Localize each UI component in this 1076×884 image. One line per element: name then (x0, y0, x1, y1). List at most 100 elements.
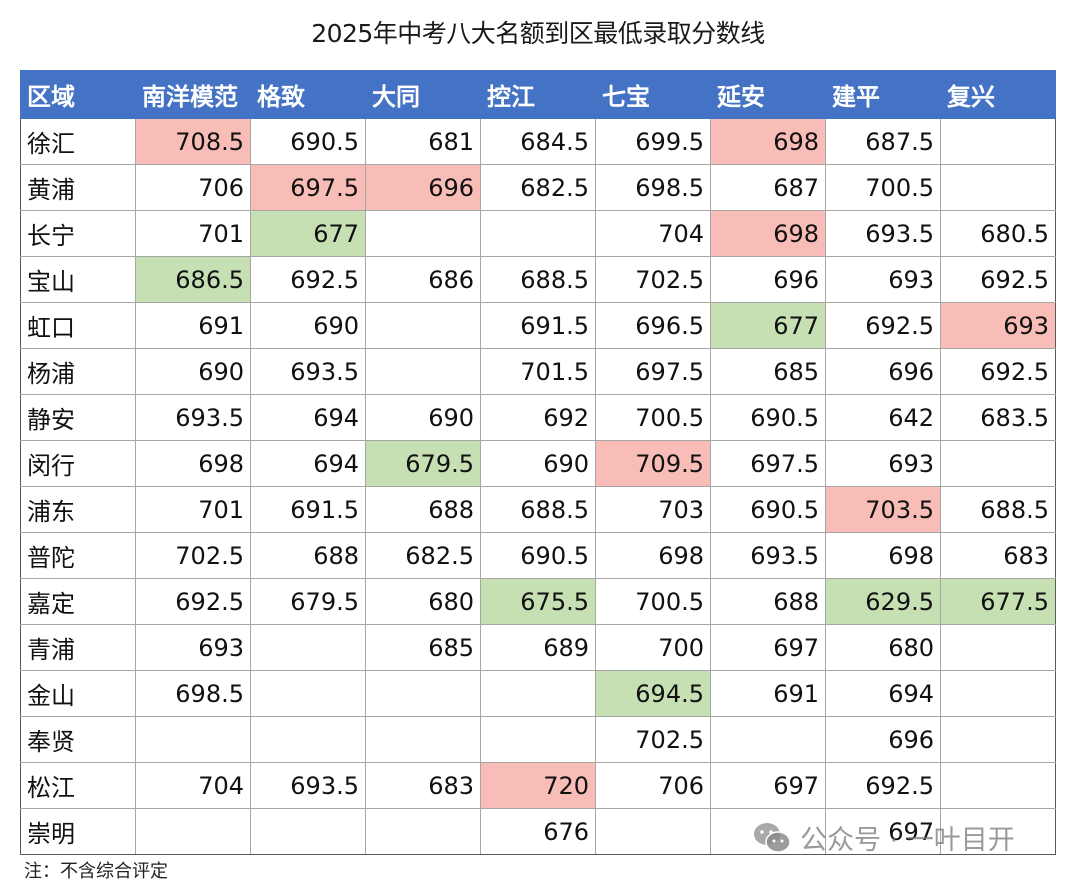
region-cell: 徐汇 (20, 118, 136, 165)
score-cell: 688 (365, 486, 481, 533)
score-cell: 696 (825, 716, 941, 763)
score-cell: 689 (480, 624, 596, 671)
score-cell (940, 670, 1056, 717)
score-cell: 688.5 (480, 256, 596, 303)
score-cell: 693 (135, 624, 251, 671)
table-row: 徐汇 708.5 690.5 681 684.5 699.5 698 687.5 (20, 118, 1056, 165)
score-cell: 688.5 (940, 486, 1056, 533)
score-cell (365, 808, 481, 855)
score-cell (940, 716, 1056, 763)
score-cell (365, 210, 481, 257)
score-cell: 702.5 (595, 716, 711, 763)
score-cell: 704 (135, 762, 251, 809)
score-cell (135, 716, 251, 763)
score-cell: 709.5 (595, 440, 711, 487)
score-cell: 698 (135, 440, 251, 487)
table-row: 奉贤 702.5 696 (20, 716, 1056, 763)
score-cell (365, 716, 481, 763)
score-cell: 691 (710, 670, 826, 717)
score-cell: 676 (480, 808, 596, 855)
score-cell: 692.5 (940, 256, 1056, 303)
score-cell: 692.5 (250, 256, 366, 303)
header-yanan: 延安 (710, 70, 826, 119)
score-cell: 691.5 (480, 302, 596, 349)
region-cell: 金山 (20, 670, 136, 717)
score-cell (940, 118, 1056, 165)
score-cell: 693.5 (710, 532, 826, 579)
score-cell (710, 716, 826, 763)
score-cell: 680 (365, 578, 481, 625)
score-cell (250, 716, 366, 763)
region-cell: 杨浦 (20, 348, 136, 395)
table-row: 闵行 698 694 679.5 690 709.5 697.5 693 (20, 440, 1056, 487)
footnote: 注：不含综合评定 (24, 861, 168, 882)
score-cell: 691 (135, 302, 251, 349)
score-cell: 699.5 (595, 118, 711, 165)
page-title: 2025年中考八大名额到区最低录取分数线 (311, 19, 765, 48)
region-cell: 普陀 (20, 532, 136, 579)
score-cell (480, 210, 596, 257)
header-datong: 大同 (365, 70, 481, 119)
table-header: 区域 南洋模范 格致 大同 控江 七宝 延安 建平 复兴 (20, 70, 1056, 119)
score-cell: 684.5 (480, 118, 596, 165)
header-jianping: 建平 (825, 70, 941, 119)
score-cell: 690 (480, 440, 596, 487)
score-cell: 681 (365, 118, 481, 165)
score-cell: 680 (825, 624, 941, 671)
table-row: 长宁 701 677 704 698 693.5 680.5 (20, 210, 1056, 257)
score-cell: 690.5 (250, 118, 366, 165)
score-cell (710, 808, 826, 855)
region-cell: 黄浦 (20, 164, 136, 211)
score-cell: 677.5 (940, 578, 1056, 625)
table-row: 静安 693.5 694 690 692 700.5 690.5 642 683.5 (20, 394, 1056, 441)
score-cell (365, 670, 481, 717)
score-cell (940, 440, 1056, 487)
score-cell: 692.5 (940, 348, 1056, 395)
score-cell: 693 (940, 302, 1056, 349)
table-row: 虹口 691 690 691.5 696.5 677 692.5 693 (20, 302, 1056, 349)
score-cell: 702.5 (595, 256, 711, 303)
region-cell: 崇明 (20, 808, 136, 855)
score-cell: 677 (710, 302, 826, 349)
score-cell: 694 (250, 394, 366, 441)
score-cell: 690 (135, 348, 251, 395)
score-cell: 701.5 (480, 348, 596, 395)
score-cell (595, 808, 711, 855)
table-row: 浦东 701 691.5 688 688.5 703 690.5 703.5 688.5 (20, 486, 1056, 533)
score-cell: 697.5 (710, 440, 826, 487)
table-row: 杨浦 690 693.5 701.5 697.5 685 696 692.5 (20, 348, 1056, 395)
score-cell: 677 (250, 210, 366, 257)
score-cell (480, 716, 596, 763)
table-row: 普陀 702.5 688 682.5 690.5 698 693.5 698 683 (20, 532, 1056, 579)
score-cell: 703.5 (825, 486, 941, 533)
score-cell: 698 (710, 210, 826, 257)
score-cell: 692.5 (135, 578, 251, 625)
score-cell (250, 624, 366, 671)
score-cell: 675.5 (480, 578, 596, 625)
table-row: 青浦 693 685 689 700 697 680 (20, 624, 1056, 671)
region-cell: 宝山 (20, 256, 136, 303)
score-cell (135, 808, 251, 855)
score-cell: 687.5 (825, 118, 941, 165)
score-cell (940, 762, 1056, 809)
score-cell: 682.5 (480, 164, 596, 211)
score-cell (940, 164, 1056, 211)
score-cell: 693.5 (135, 394, 251, 441)
header-fuxing: 复兴 (940, 70, 1056, 119)
score-cell: 685 (365, 624, 481, 671)
region-cell: 青浦 (20, 624, 136, 671)
region-cell: 奉贤 (20, 716, 136, 763)
score-cell (365, 348, 481, 395)
header-gezhi: 格致 (250, 70, 366, 119)
score-cell: 642 (825, 394, 941, 441)
region-cell: 虹口 (20, 302, 136, 349)
score-cell (480, 670, 596, 717)
region-cell: 闵行 (20, 440, 136, 487)
score-cell: 688 (710, 578, 826, 625)
score-cell: 698 (595, 532, 711, 579)
table-row: 宝山 686.5 692.5 686 688.5 702.5 696 693 692.5 (20, 256, 1056, 303)
score-cell: 696 (825, 348, 941, 395)
score-cell: 700.5 (825, 164, 941, 211)
header-row: 区域 南洋模范 格致 大同 控江 七宝 延安 建平 复兴 (20, 70, 1056, 119)
score-cell: 697.5 (250, 164, 366, 211)
